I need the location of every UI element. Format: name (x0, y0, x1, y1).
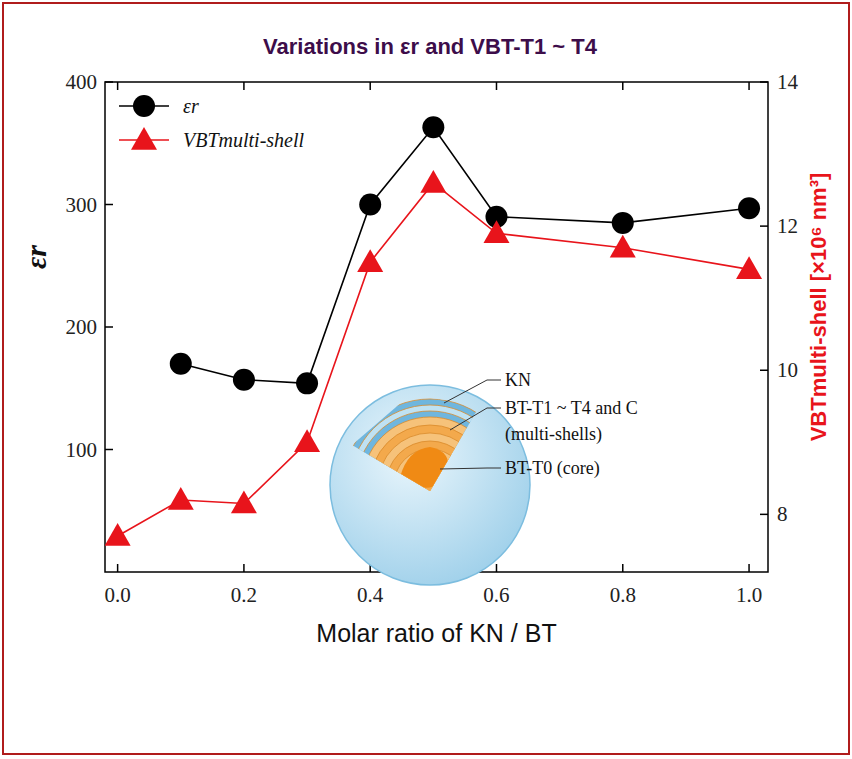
shell-layer (350, 405, 510, 565)
x-tick-top (117, 82, 119, 90)
data-point (738, 197, 760, 219)
leader-line (444, 380, 501, 403)
x-tick-top (369, 82, 371, 90)
core (400, 447, 449, 488)
x-tick-top (496, 82, 498, 90)
shell-layer (362, 417, 498, 553)
y-tick (105, 449, 113, 451)
y2-tick (760, 514, 768, 516)
x-tick (622, 564, 624, 572)
y-tick (105, 204, 113, 206)
y2-tick-label: 12 (777, 214, 798, 238)
data-point (170, 353, 192, 375)
data-point (420, 170, 446, 193)
y-axis-title: εr (19, 245, 52, 269)
x-tick (748, 564, 750, 572)
data-point (359, 194, 381, 216)
legend-label: VBTmulti-shell (183, 129, 305, 151)
annotation: BT-T1 ~ T4 and C (505, 398, 638, 418)
title: Variations in εr and VBT-T1 ~ T4 (263, 34, 598, 59)
shell-layer (378, 433, 482, 537)
y-tick (105, 326, 113, 328)
data-point (296, 372, 318, 394)
data-point (736, 256, 762, 279)
sphere (330, 385, 530, 585)
y2-tick-label: 8 (777, 502, 788, 526)
data-point (294, 429, 320, 452)
series-line (118, 183, 749, 536)
x-tick-top (243, 82, 245, 90)
x-tick-top (748, 82, 750, 90)
x-tick-top (622, 82, 624, 90)
x-tick (496, 564, 498, 572)
data-point (105, 523, 131, 546)
legend-marker (131, 127, 157, 150)
data-point (610, 235, 636, 258)
leader-line (440, 468, 501, 469)
shell-layer (344, 399, 516, 571)
data-point (483, 220, 509, 243)
x-tick-label: 0.8 (610, 583, 636, 607)
legend: εr VBTmulti-shell (119, 95, 305, 151)
legend-label: εr (183, 95, 199, 117)
data-point (612, 212, 634, 234)
x-axis-title: Molar ratio of KN / BT (316, 619, 556, 647)
x-tick-label: 0.4 (357, 583, 384, 607)
data-point (233, 369, 255, 391)
x-tick-label: 0.6 (483, 583, 509, 607)
y-tick-label: 400 (66, 70, 98, 94)
data-point (168, 487, 194, 510)
y-tick (105, 81, 113, 83)
x-tick (243, 564, 245, 572)
annotation: BT-T0 (core) (505, 458, 600, 479)
y2-axis-title: VBTmulti-shell [×10⁶ nm³] (806, 173, 831, 442)
y2-tick (760, 81, 768, 83)
chart: Variations in εr and VBT-T1 ~ T4 0.0 0.2 0.… (0, 0, 852, 759)
y-tick-label: 100 (66, 438, 98, 462)
annotation: (multi-shells) (505, 424, 602, 445)
x-tick-label: 0.2 (231, 583, 257, 607)
cutaway (344, 399, 516, 571)
annotation: KN (505, 370, 531, 390)
y2-tick-label: 14 (777, 70, 799, 94)
core-shell-diagram (330, 380, 530, 585)
y-tick-label: 200 (66, 315, 98, 339)
legend-marker (133, 95, 155, 117)
x-tick-label: 0.0 (105, 583, 131, 607)
x-tick (117, 564, 119, 572)
y-tick-label: 300 (66, 193, 98, 217)
data-point (422, 116, 444, 138)
y2-tick (760, 369, 768, 371)
y2-tick (760, 225, 768, 227)
data-point (231, 491, 257, 514)
shell-layer (386, 441, 474, 529)
data-layer (105, 116, 762, 545)
data-point (357, 249, 383, 272)
y2-tick-label: 10 (777, 358, 798, 382)
slide-frame (3, 3, 849, 754)
shell-layer (370, 425, 490, 545)
leader-line (450, 408, 501, 430)
x-tick-label: 1.0 (736, 583, 762, 607)
shell-layer (356, 411, 504, 559)
